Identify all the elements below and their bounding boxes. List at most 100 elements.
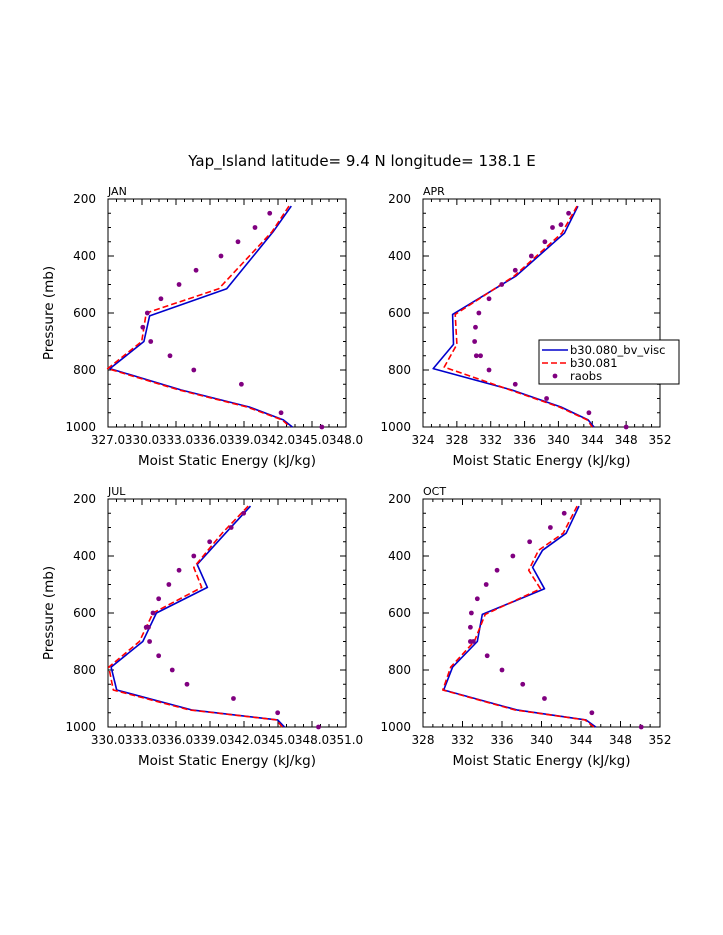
raobs-point	[143, 624, 149, 630]
panel-label: OCT	[423, 485, 446, 498]
raobs-point	[586, 410, 592, 416]
raobs-point	[191, 367, 197, 373]
raobs-point	[528, 253, 534, 259]
raobs-point	[542, 696, 547, 701]
legend-label: b30.080_bv_visc	[570, 343, 665, 357]
raobs-point	[278, 410, 284, 416]
raobs-point	[527, 539, 533, 545]
panel-label: JUL	[107, 485, 126, 498]
x-tick-label: 327.0	[91, 433, 125, 447]
raobs-point	[193, 267, 199, 273]
raobs-point	[148, 339, 154, 344]
x-tick-label: 352	[649, 433, 672, 447]
x-tick-label: 324	[412, 433, 435, 447]
raobs-point	[158, 296, 164, 302]
x-tick-label: 333.0	[125, 733, 159, 747]
plot-frame	[422, 198, 661, 428]
raobs-point	[176, 282, 182, 287]
x-tick-label: 348.0	[329, 433, 363, 447]
x-tick-label: 345.0	[261, 733, 295, 747]
x-tick-label: 348	[615, 433, 638, 447]
x-tick-label: 345.0	[295, 433, 329, 447]
series-line-b30-080-bv-visc	[109, 205, 293, 428]
y-tick-label: 400	[73, 249, 96, 263]
plot-frame	[107, 498, 347, 728]
x-tick-label: 351.0	[329, 733, 363, 747]
x-tick-label: 328	[412, 733, 435, 747]
series-line-b30-080-bv-visc	[442, 505, 597, 728]
x-tick-label: 340	[530, 733, 553, 747]
raobs-point	[638, 724, 644, 730]
y-tick-label: 1000	[65, 420, 96, 434]
raobs-point	[166, 582, 172, 587]
y-tick-label: 1000	[380, 720, 411, 734]
raobs-point	[156, 653, 162, 659]
x-tick-label: 342.0	[261, 433, 295, 447]
raobs-point	[473, 324, 478, 330]
panel-label: JAN	[107, 185, 127, 198]
raobs-point	[235, 239, 241, 245]
x-tick-label: 342.0	[227, 733, 261, 747]
legend-label: raobs	[570, 369, 602, 383]
y-tick-label: 800	[73, 663, 96, 677]
raobs-point	[169, 667, 175, 673]
raobs-point	[316, 724, 321, 730]
y-axis-label: Pressure (mb)	[41, 566, 57, 660]
x-tick-label: 328	[445, 433, 468, 447]
plot-frame	[422, 498, 661, 728]
raobs-point	[589, 710, 595, 716]
series-line-b30-081	[106, 205, 291, 428]
raobs-point	[252, 225, 258, 230]
y-tick-label: 600	[73, 606, 96, 620]
y-tick-label: 1000	[380, 420, 411, 434]
legend-box	[538, 339, 680, 385]
raobs-point	[218, 253, 224, 259]
raobs-point	[623, 424, 629, 430]
x-tick-label: 330.0	[125, 433, 159, 447]
raobs-point	[470, 639, 476, 644]
raobs-point	[484, 653, 490, 659]
x-tick-label: 330.0	[91, 733, 125, 747]
raobs-point	[468, 624, 473, 630]
y-tick-label: 400	[388, 249, 411, 263]
y-tick-label: 400	[388, 549, 411, 563]
raobs-point	[547, 525, 553, 530]
panel-jan: JAN 327.0 330.0 333.0 336.0 339.0 342.0 345.0 34…	[41, 185, 363, 469]
raobs-point	[510, 553, 516, 559]
x-tick-label: 336	[491, 733, 514, 747]
legend-marker-raobs	[552, 373, 558, 379]
series-line-b30-081	[108, 505, 283, 728]
y-tick-label: 400	[73, 549, 96, 563]
legend-label: b30.081	[570, 356, 618, 370]
x-tick-label: 332	[451, 733, 474, 747]
y-tick-label: 800	[388, 363, 411, 377]
raobs-point	[561, 510, 567, 516]
x-axis-label: Moist Static Energy (kJ/kg)	[138, 453, 316, 469]
raobs-point	[512, 381, 518, 387]
y-tick-label: 200	[73, 192, 96, 206]
raobs-point	[238, 381, 244, 387]
panel-apr: APR 324 328 332 336 340 344 348 352 200 400 600 800 1…	[380, 185, 671, 469]
y-tick-label: 800	[73, 363, 96, 377]
y-tick-label: 800	[388, 663, 411, 677]
y-axis-label: Pressure (mb)	[41, 266, 57, 360]
raobs-point	[207, 539, 213, 545]
x-tick-label: 344	[581, 433, 604, 447]
plot-frame	[107, 198, 347, 428]
raobs-point	[483, 582, 489, 587]
x-axis-label: Moist Static Energy (kJ/kg)	[453, 753, 631, 769]
x-tick-label: 339.0	[193, 733, 227, 747]
raobs-point	[147, 639, 152, 644]
raobs-point	[156, 596, 162, 602]
raobs-point	[150, 610, 156, 616]
raobs-point	[167, 353, 173, 359]
x-tick-label: 352	[649, 733, 672, 747]
y-tick-label: 600	[388, 606, 411, 620]
raobs-point	[140, 324, 146, 330]
raobs-point	[494, 567, 500, 573]
raobs-point	[319, 424, 325, 430]
y-tick-label: 1000	[65, 720, 96, 734]
raobs-point	[144, 310, 150, 316]
x-tick-label: 333.0	[159, 433, 193, 447]
